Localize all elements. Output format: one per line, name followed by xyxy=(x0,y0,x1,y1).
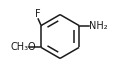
Text: O: O xyxy=(27,42,35,52)
Text: CH₃: CH₃ xyxy=(11,42,29,52)
Text: NH₂: NH₂ xyxy=(89,21,107,31)
Text: F: F xyxy=(35,9,41,19)
